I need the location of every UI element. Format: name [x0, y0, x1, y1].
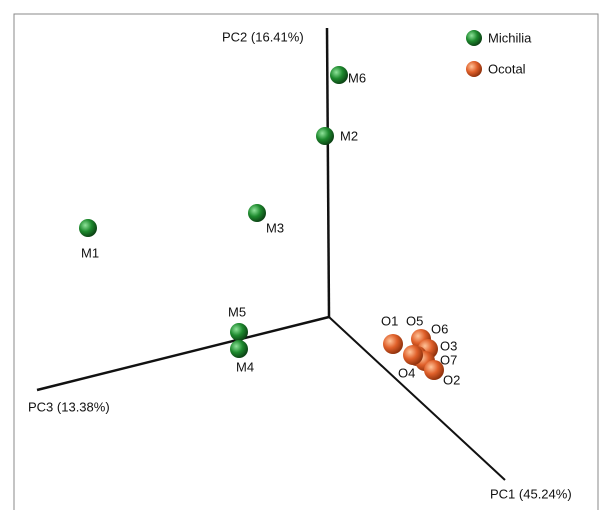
point [383, 334, 403, 354]
legend-marker [466, 61, 482, 77]
axis-label: PC3 (13.38%) [28, 399, 110, 414]
point-label: M4 [236, 359, 254, 374]
point [248, 204, 266, 222]
point-label: M5 [228, 304, 246, 319]
point-label: O5 [406, 313, 423, 328]
point-label: O3 [440, 338, 457, 353]
point [424, 360, 444, 380]
point-label: O6 [431, 321, 448, 336]
point-label: M3 [266, 220, 284, 235]
point-label: O7 [440, 352, 457, 367]
pc2-axis [325, 27, 331, 318]
legend-marker [466, 30, 482, 46]
legend-label: Ocotal [488, 61, 526, 76]
point-label: M6 [348, 70, 366, 85]
frame [13, 13, 599, 510]
point-label: M2 [340, 128, 358, 143]
point-label: O2 [443, 372, 460, 387]
point-label: M1 [81, 245, 99, 260]
legend-label: Michilia [488, 30, 532, 45]
point-label: O4 [398, 365, 415, 380]
point-label: O1 [381, 313, 398, 328]
pc3-axis [36, 315, 330, 392]
pc1-axis [328, 316, 506, 481]
point [403, 345, 423, 365]
point [330, 66, 348, 84]
point [79, 219, 97, 237]
point [230, 340, 248, 358]
legend: Michilia Ocotal [466, 30, 532, 77]
axis-label: PC1 (45.24%) [490, 486, 572, 501]
point [316, 127, 334, 145]
point [230, 323, 248, 341]
axis-label: PC2 (16.41%) [222, 29, 304, 44]
